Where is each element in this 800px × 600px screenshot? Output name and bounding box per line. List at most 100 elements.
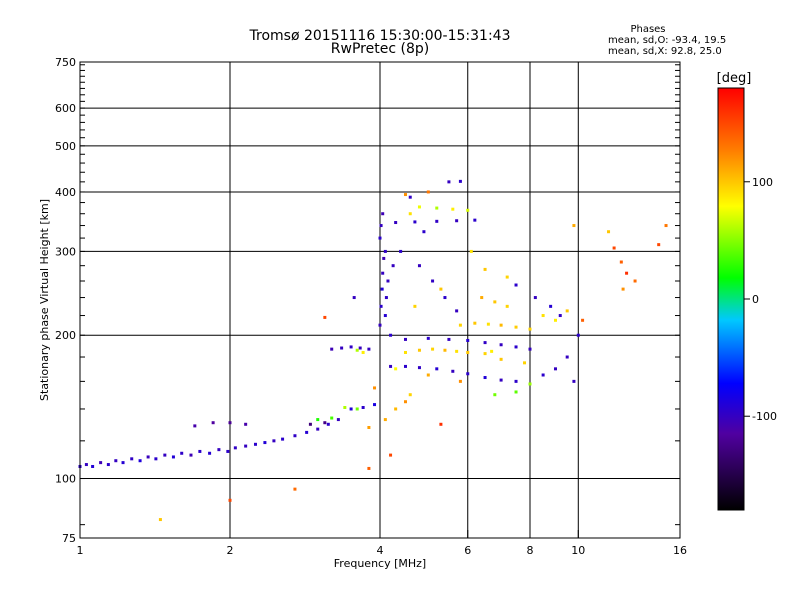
data-point (523, 361, 527, 365)
data-point (305, 430, 309, 434)
data-point (383, 249, 387, 253)
data-point (408, 195, 412, 199)
data-point (528, 382, 532, 386)
data-point (514, 379, 518, 383)
y-tick-label: 750 (55, 56, 76, 69)
data-point (379, 224, 383, 228)
data-point (576, 333, 580, 337)
data-point (499, 357, 503, 361)
data-point (499, 378, 503, 382)
data-point (226, 449, 230, 453)
colorbar-ticks: 100 0 -100 (744, 176, 777, 423)
x-tick-label: 6 (464, 544, 471, 557)
data-point (349, 345, 353, 349)
data-point (114, 459, 118, 463)
data-point (625, 271, 629, 275)
data-point (417, 205, 421, 209)
data-point (349, 407, 353, 411)
data-point (499, 343, 503, 347)
data-point (403, 193, 407, 197)
data-point (121, 461, 125, 465)
data-point (355, 407, 359, 411)
data-point (394, 407, 398, 411)
data-point (528, 347, 532, 351)
data-point (389, 364, 393, 368)
data-point (323, 315, 327, 319)
data-point (403, 337, 407, 341)
data-point (373, 403, 377, 407)
data-point (514, 283, 518, 287)
data-point (293, 434, 297, 438)
y-tick-label: 75 (62, 532, 76, 545)
data-point (541, 314, 545, 318)
data-point (633, 279, 637, 283)
data-point (431, 347, 435, 351)
data-point (514, 325, 518, 329)
data-point (483, 376, 487, 380)
data-point (612, 246, 616, 250)
data-point (293, 487, 297, 491)
data-point (565, 309, 569, 313)
data-point (389, 333, 393, 337)
data-point (316, 427, 320, 431)
data-point (435, 206, 439, 210)
data-point (91, 464, 95, 468)
data-point (381, 271, 385, 275)
data-point (171, 455, 175, 459)
data-point (417, 366, 421, 370)
data-point (443, 296, 447, 300)
data-point (466, 350, 470, 354)
data-point (499, 323, 503, 327)
y-tick-label: 100 (55, 473, 76, 486)
x-tick-label: 16 (673, 544, 687, 557)
data-point (382, 256, 386, 260)
data-point (553, 318, 557, 322)
data-point (607, 230, 611, 234)
data-point (253, 442, 257, 446)
data-point (422, 230, 426, 234)
data-point (565, 355, 569, 359)
data-point (326, 422, 330, 426)
data-point (355, 348, 359, 352)
data-point (619, 260, 623, 264)
data-point (572, 224, 576, 228)
data-point (367, 425, 371, 429)
y-tick-label: 600 (55, 102, 76, 115)
data-point (657, 243, 661, 247)
data-point (439, 287, 443, 291)
data-point (553, 367, 557, 371)
x-tick-label: 1 (77, 544, 84, 557)
data-point (391, 264, 395, 268)
data-point (138, 459, 142, 463)
colorbar-label: [deg] (717, 71, 752, 86)
colorbar-tick-label: -100 (752, 410, 777, 423)
data-point (581, 318, 585, 322)
data-point (403, 350, 407, 354)
data-point (343, 406, 347, 410)
data-point (361, 406, 365, 410)
data-point (458, 179, 462, 183)
data-point (367, 466, 371, 470)
data-point (469, 249, 473, 253)
data-point (413, 220, 417, 224)
colorbar-tick-label: 100 (752, 176, 773, 189)
data-point (514, 345, 518, 349)
data-point (455, 219, 459, 223)
data-point (158, 518, 162, 522)
data-point (483, 352, 487, 356)
data-point (316, 418, 320, 422)
data-point (384, 296, 388, 300)
data-point (533, 296, 537, 300)
plot-frame (79, 61, 681, 539)
data-point (439, 422, 443, 426)
data-point (541, 373, 545, 377)
data-point (505, 304, 509, 308)
data-point (664, 224, 668, 228)
data-point (528, 327, 532, 331)
x-tick-label: 10 (571, 544, 585, 557)
data-point (394, 221, 398, 225)
data-point (217, 448, 221, 452)
data-point (435, 367, 439, 371)
data-point (466, 208, 470, 212)
data-point (426, 336, 430, 340)
